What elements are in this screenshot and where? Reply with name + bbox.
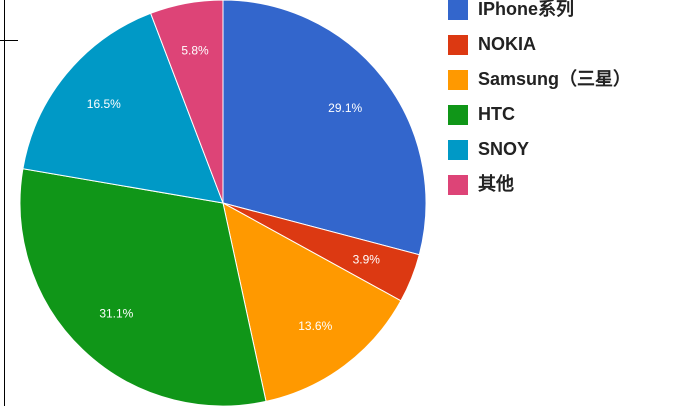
legend-swatch [448,70,468,90]
value-label: 16.5% [87,97,121,111]
legend-label: HTC [478,104,515,124]
value-label: 5.8% [181,43,209,57]
pie-slice [150,0,224,204]
value-label: 13.6% [298,319,332,333]
legend-label: Samsung（三星） [478,69,631,89]
legend-swatch [448,175,468,195]
legend-swatch [448,35,468,55]
legend-swatch [448,0,468,20]
value-label: 29.1% [328,101,362,115]
legend-label: SNOY [478,139,529,159]
pie-slice [222,0,427,256]
value-label: 3.9% [353,252,381,266]
legend-label: NOKIA [478,34,536,54]
pie-slice [222,202,402,402]
legend-label: IPhone系列 [478,0,574,19]
pie-slice [22,12,224,204]
legend-swatch [448,140,468,160]
legend-label: 其他 [478,173,514,194]
legend-swatch [448,105,468,125]
value-label: 31.1% [99,307,133,321]
